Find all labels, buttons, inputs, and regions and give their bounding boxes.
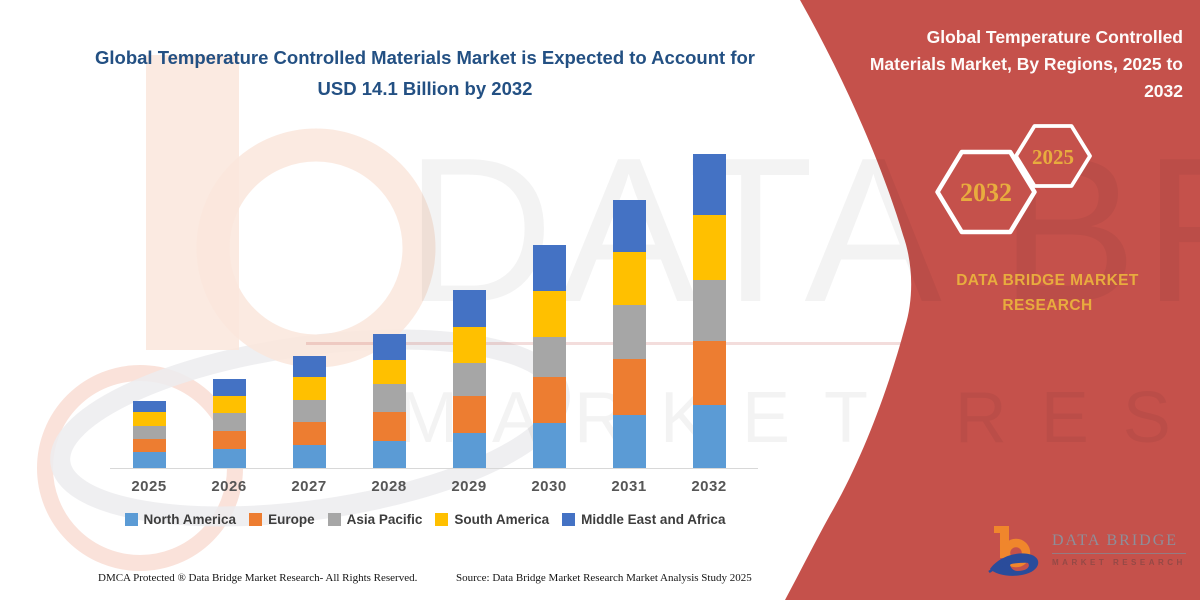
bar-segment-2031-europe	[612, 358, 646, 415]
bar-segment-2025-asia-pacific	[132, 425, 166, 440]
watermark-underline	[306, 342, 910, 345]
legend-label: South America	[454, 512, 550, 527]
legend-swatch-icon	[124, 513, 138, 526]
watermark-text-market-research: MARKET RESEARCH	[398, 378, 1200, 458]
bar-segment-2030-north-america	[532, 423, 566, 468]
brand-logo: DATA BRIDGE MARKET RESEARCH	[988, 520, 1186, 578]
bar-segment-2030-south-america	[532, 290, 566, 337]
bar-segment-2030-europe	[532, 376, 566, 424]
bar-segment-2031-north-america	[612, 414, 646, 468]
legend-label: Asia Pacific	[346, 512, 423, 527]
bar-segment-2026-asia-pacific	[212, 413, 246, 432]
x-axis-label-2028: 2028	[371, 478, 407, 495]
x-axis-label-2031: 2031	[611, 478, 647, 495]
x-axis-label-2027: 2027	[291, 478, 327, 495]
brand-logo-name: DATA BRIDGE	[1052, 532, 1186, 554]
bar-segment-2029-europe	[452, 395, 486, 434]
legend-item-asia-pacific: Asia Pacific	[327, 512, 423, 527]
bar-segment-2025-europe	[132, 439, 166, 453]
chart-title: Global Temperature Controlled Materials …	[95, 47, 755, 99]
x-axis-label-2029: 2029	[451, 478, 487, 495]
bar-segment-2028-south-america	[372, 359, 406, 385]
hexagon-2032	[935, 149, 1037, 235]
bar-segment-2030-asia-pacific	[532, 336, 566, 377]
hexagon-2025	[1014, 124, 1092, 188]
legend-label: Middle East and Africa	[581, 512, 726, 527]
legend-label: North America	[143, 512, 237, 527]
bar-segment-2029-south-america	[452, 326, 486, 364]
bar-segment-2031-south-america	[612, 251, 646, 306]
bar-segment-2027-asia-pacific	[292, 400, 326, 423]
bar-segment-2032-south-america	[692, 215, 726, 280]
bar-segment-2028-europe	[372, 412, 406, 442]
x-axis-label-2025: 2025	[131, 478, 167, 495]
bar-segment-2029-middle-east-and-africa	[452, 289, 486, 327]
sidebar-shape	[785, 0, 1200, 600]
bar-segment-2026-north-america	[212, 449, 246, 468]
bar-segment-2025-middle-east-and-africa	[132, 401, 166, 413]
legend-item-north-america: North America	[124, 512, 237, 527]
bar-segment-2030-middle-east-and-africa	[532, 245, 566, 291]
watermark-b-icon	[37, 55, 570, 571]
bar-segment-2031-middle-east-and-africa	[612, 199, 646, 252]
legend-item-europe: Europe	[249, 512, 315, 527]
bar-segment-2026-middle-east-and-africa	[212, 378, 246, 396]
hexagon-year-2032: 2032	[960, 178, 1012, 207]
x-axis-label-2032: 2032	[691, 478, 727, 495]
bar-segment-2027-south-america	[292, 376, 326, 401]
bar-segment-2028-middle-east-and-africa	[372, 334, 406, 360]
legend-item-south-america: South America	[435, 512, 549, 527]
brand-logo-subname: MARKET RESEARCH	[1052, 557, 1186, 567]
brand-logo-icon	[988, 526, 1039, 576]
bar-segment-2029-asia-pacific	[452, 363, 486, 396]
bar-segment-2027-north-america	[292, 444, 326, 468]
x-axis-label-2030: 2030	[531, 478, 567, 495]
bar-segment-2028-north-america	[372, 441, 406, 468]
legend-swatch-icon	[249, 513, 263, 526]
bar-segment-2026-europe	[212, 431, 246, 450]
source-text: Source: Data Bridge Market Research Mark…	[456, 572, 752, 584]
bar-segment-2027-europe	[292, 422, 326, 445]
brand-heading: DATA BRIDGE MARKET RESEARCH	[956, 272, 1139, 314]
sidebar-title: Global Temperature Controlled Materials …	[869, 27, 1183, 101]
x-axis-label-2026: 2026	[211, 478, 247, 495]
bar-segment-2032-asia-pacific	[692, 279, 726, 342]
stacked-bar-chart: 2025 2026 2027 2028 2029 2030 2031 2032	[110, 154, 758, 495]
bar-segment-2032-north-america	[692, 404, 726, 468]
chart-legend: North America Europe Asia Pacific South Ame…	[75, 512, 775, 527]
legend-swatch-icon	[327, 513, 341, 526]
legend-swatch-icon	[562, 513, 576, 526]
bar-segment-2029-north-america	[452, 433, 486, 468]
bar-segment-2031-asia-pacific	[612, 305, 646, 359]
logo-watermark	[37, 55, 570, 571]
legend-item-middle-east-and-africa: Middle East and Africa	[562, 512, 725, 527]
copyright-text: DMCA Protected ® Data Bridge Market Rese…	[98, 572, 418, 584]
bar-segment-2026-south-america	[212, 395, 246, 414]
year-hexagons: 2032 2025	[935, 124, 1092, 235]
bar-segment-2032-middle-east-and-africa	[692, 154, 726, 216]
legend-label: Europe	[268, 512, 315, 527]
x-axis-line	[110, 468, 758, 469]
bar-segment-2025-south-america	[132, 412, 166, 426]
bar-segment-2025-north-america	[132, 452, 166, 468]
legend-swatch-icon	[435, 513, 449, 526]
hexagon-year-2025: 2025	[1032, 145, 1074, 169]
bar-segment-2028-asia-pacific	[372, 384, 406, 413]
bar-segment-2027-middle-east-and-africa	[292, 355, 326, 377]
bar-segment-2032-europe	[692, 341, 726, 405]
